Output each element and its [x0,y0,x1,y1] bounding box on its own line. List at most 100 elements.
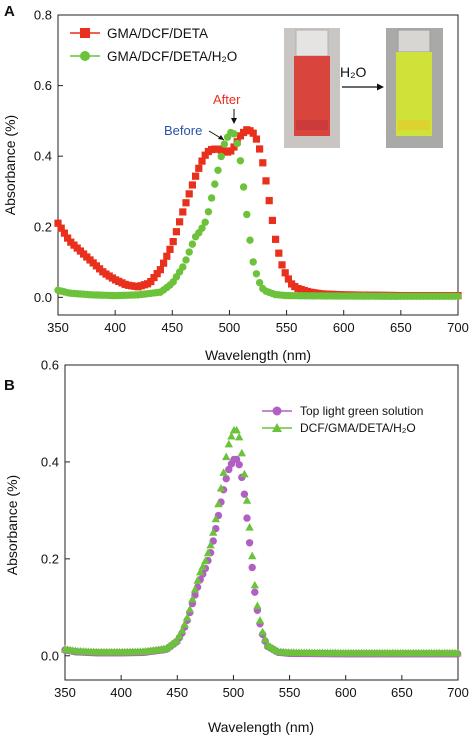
data-point [217,152,225,161]
data-point [203,548,213,557]
data-point [281,269,289,277]
data-point [284,275,292,283]
x-tick-label: 350 [54,685,76,700]
data-point [198,157,206,165]
data-point [198,562,207,570]
panel-b-xlabel: Wavelength (nm) [208,719,314,735]
data-point [150,273,158,282]
data-point [236,157,245,165]
data-point [454,292,462,300]
data-point [275,249,283,257]
legend-green-triangle-marker [272,423,282,432]
panel-a-axes: 350 400 450 500 550 600 650 700 0.0 0.2 0.4 0.6 0.8 [34,8,469,336]
data-point [245,539,254,547]
y-tick-label: 0.8 [34,8,52,23]
data-point [216,483,226,492]
data-point [179,208,187,216]
panel-b-axes: 350 400 450 500 550 600 650 700 0.0 0.2 0.4 0.6 [41,358,469,701]
y-tick-label: 0.2 [41,551,59,566]
data-point [219,468,228,476]
x-tick-label: 650 [390,320,412,335]
h2o-arrowhead [377,83,384,91]
panel-b-ylabel: Absorbance (%) [4,475,20,575]
vial-cap-red [295,29,329,57]
data-point [54,219,62,227]
data-point [240,469,249,478]
data-point [220,140,229,148]
legend-b-series-1: Top light green solution [300,404,423,418]
data-point [201,556,210,565]
series-1 [61,455,462,658]
data-point [252,270,261,278]
data-point [201,218,209,226]
data-point [259,159,267,167]
x-tick-label: 600 [335,685,357,700]
data-point [230,143,238,151]
data-point [253,601,262,610]
data-point [225,465,233,474]
after-arrowhead [231,118,237,124]
data-point [185,604,194,613]
data-point [245,523,254,531]
x-tick-label: 550 [279,685,301,700]
x-tick-label: 450 [161,320,183,335]
data-point [222,474,230,483]
data-point [166,245,174,253]
data-point [185,248,193,256]
annotation-h2o: H₂O [340,64,367,80]
x-tick-label: 700 [447,320,469,335]
data-point [214,166,222,174]
data-point [193,576,202,584]
data-point [147,277,155,286]
data-point [163,252,171,260]
data-point [261,635,270,643]
legend-magenta-circle-marker [272,406,282,416]
data-point [268,216,276,225]
data-point [224,439,233,448]
data-point [188,240,197,248]
data-point [239,183,248,191]
data-point [249,129,257,137]
data-point [242,496,252,504]
panel-a-xlabel: Wavelength (nm) [205,347,311,363]
vial-red-label [296,120,328,130]
vial-yellow-label [398,120,430,130]
data-point [64,234,72,242]
panel-a-plot-frame [57,14,459,316]
x-tick-label: 500 [219,320,241,335]
data-point [57,224,65,232]
y-tick-label: 0.0 [41,648,59,663]
data-point [160,259,168,267]
data-point [185,190,193,198]
data-point [265,197,273,205]
data-point [201,151,209,159]
data-point [233,139,241,148]
x-tick-label: 550 [276,320,298,335]
data-point [235,432,244,441]
legend-b-series-2: DCF/GMA/DETA/H₂O [300,421,416,435]
data-point [211,180,219,188]
data-point [237,448,246,457]
data-point [180,620,189,628]
data-point [252,135,260,143]
legend-a-series-1: GMA/DCF/DETA [107,26,208,41]
data-point [153,270,161,278]
data-point [227,147,235,155]
data-point [192,172,200,180]
data-point [190,585,200,593]
x-tick-label: 350 [47,320,69,335]
panel-b-label: B [4,377,15,394]
data-point [278,261,286,269]
data-point [156,266,164,274]
series-2 [60,425,462,657]
data-point [175,631,184,640]
data-point [272,235,280,243]
data-point [179,263,187,271]
panel-b: B 350 400 450 500 550 600 650 700 0.0 0.2 0.4 0.6 W… [4,358,469,736]
data-point [195,164,203,172]
data-point [214,499,223,508]
data-point [204,208,213,216]
data-point [211,514,220,523]
legend-a-series-2: GMA/DCF/DETA/H₂O [107,49,237,64]
